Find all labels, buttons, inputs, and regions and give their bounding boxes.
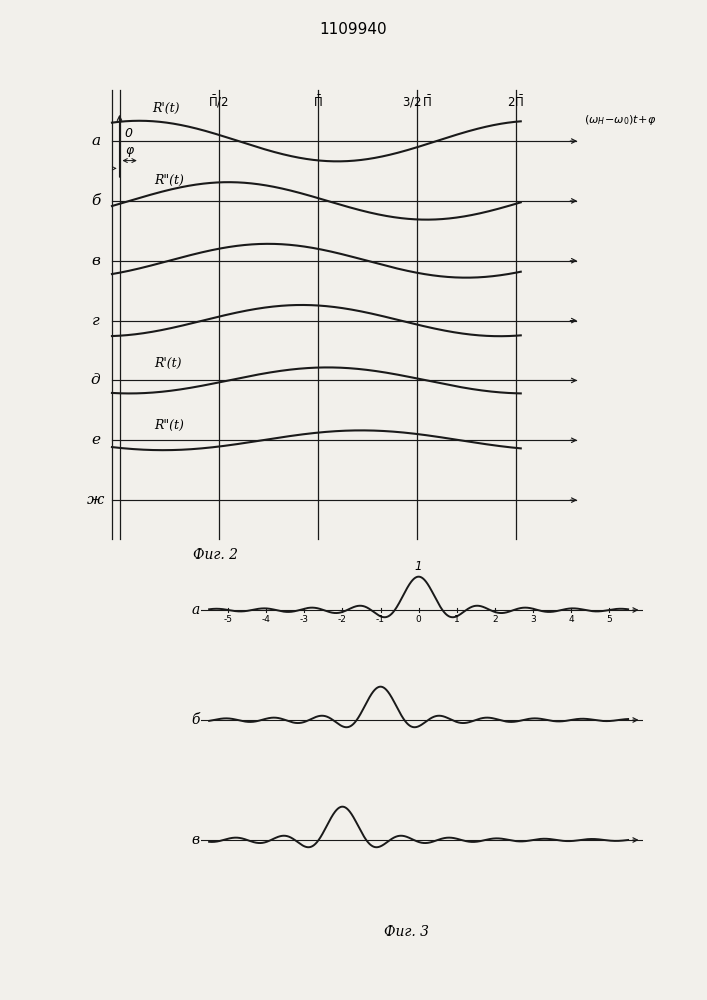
- Text: $3/2\,\bar{\Pi}$: $3/2\,\bar{\Pi}$: [402, 94, 432, 110]
- Text: R"(t): R"(t): [154, 419, 184, 432]
- Text: 1: 1: [415, 560, 422, 573]
- Text: 5: 5: [606, 615, 612, 624]
- Text: в: в: [192, 833, 200, 847]
- Text: б: б: [91, 194, 100, 208]
- Text: 1: 1: [454, 615, 460, 624]
- Text: 1109940: 1109940: [320, 22, 387, 37]
- Text: -1: -1: [376, 615, 385, 624]
- Text: -5: -5: [223, 615, 233, 624]
- Text: 0: 0: [416, 615, 421, 624]
- Text: ж: ж: [87, 493, 104, 507]
- Text: г: г: [92, 314, 100, 328]
- Text: $2\bar{\Pi}$: $2\bar{\Pi}$: [507, 95, 525, 110]
- Text: -3: -3: [300, 615, 309, 624]
- Text: $\bar{\Pi}/2$: $\bar{\Pi}/2$: [208, 94, 229, 110]
- Text: R'(t): R'(t): [152, 102, 180, 115]
- Text: 4: 4: [568, 615, 574, 624]
- Text: 2: 2: [492, 615, 498, 624]
- Text: е: е: [91, 433, 100, 447]
- Text: -2: -2: [338, 615, 347, 624]
- Text: б: б: [192, 713, 200, 727]
- Text: $\bar{\Pi}$: $\bar{\Pi}$: [312, 95, 322, 110]
- Text: а: а: [91, 134, 100, 148]
- Text: -4: -4: [262, 615, 271, 624]
- Text: Фиг. 3: Фиг. 3: [384, 925, 429, 939]
- Text: $\varphi$: $\varphi$: [124, 145, 134, 159]
- Text: R'(t): R'(t): [154, 357, 182, 370]
- Text: 3: 3: [530, 615, 536, 624]
- Text: R"(t): R"(t): [154, 174, 184, 187]
- Text: Фиг. 2: Фиг. 2: [193, 548, 238, 562]
- Text: в: в: [91, 254, 100, 268]
- Text: а: а: [192, 603, 200, 617]
- Text: 0: 0: [124, 127, 132, 140]
- Text: $(\omega_H\!-\!\omega_0)t\!+\!\varphi$: $(\omega_H\!-\!\omega_0)t\!+\!\varphi$: [584, 113, 656, 127]
- Text: д: д: [90, 373, 100, 387]
